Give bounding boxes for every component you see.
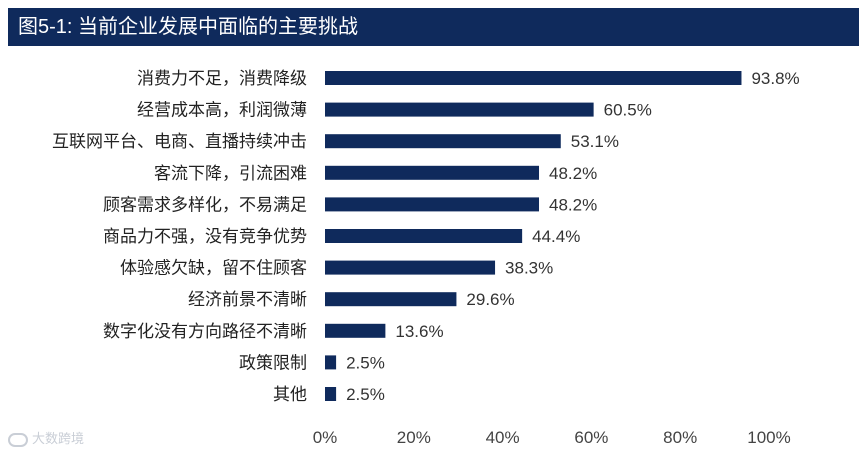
category-label: 数字化没有方向路径不清晰 bbox=[103, 322, 307, 341]
bar bbox=[325, 102, 594, 117]
x-tick-label: 0% bbox=[313, 428, 338, 447]
bar bbox=[325, 165, 540, 180]
x-tick-label: 60% bbox=[574, 428, 608, 447]
bar bbox=[325, 134, 561, 149]
category-label: 经济前景不清晰 bbox=[188, 290, 307, 309]
bar bbox=[325, 229, 523, 243]
value-label: 48.2% bbox=[549, 164, 597, 183]
category-label: 政策限制 bbox=[239, 353, 307, 372]
category-label: 互联网平台、电商、直播持续冲击 bbox=[52, 132, 307, 151]
watermark-text: 大数跨境 bbox=[32, 431, 85, 446]
value-label: 13.6% bbox=[395, 322, 443, 341]
bar bbox=[325, 323, 386, 338]
value-label: 48.2% bbox=[549, 195, 597, 214]
value-label: 53.1% bbox=[571, 132, 619, 151]
category-label: 体验感欠缺，留不住顾客 bbox=[120, 259, 307, 278]
category-label: 商品力不强，没有竞争优势 bbox=[103, 227, 307, 246]
value-label: 44.4% bbox=[532, 227, 580, 246]
bar bbox=[325, 260, 496, 275]
x-tick-label: 20% bbox=[397, 428, 431, 447]
bar bbox=[325, 355, 337, 370]
bar bbox=[325, 71, 742, 85]
x-tick-label: 100% bbox=[747, 428, 790, 447]
bar bbox=[325, 387, 337, 401]
watermark: 大数跨境 bbox=[8, 428, 84, 447]
value-label: 38.3% bbox=[505, 259, 553, 278]
category-label: 消费力不足，消费降级 bbox=[137, 69, 307, 88]
x-tick-label: 80% bbox=[663, 428, 697, 447]
value-label: 2.5% bbox=[346, 353, 385, 372]
category-label: 客流下降，引流困难 bbox=[154, 164, 307, 183]
category-label: 经营成本高，利润微薄 bbox=[137, 101, 307, 120]
value-label: 29.6% bbox=[466, 290, 514, 309]
value-label: 60.5% bbox=[604, 101, 652, 120]
watermark-logo-icon bbox=[8, 432, 28, 447]
value-label: 2.5% bbox=[346, 385, 385, 404]
value-label: 93.8% bbox=[751, 69, 799, 88]
bar bbox=[325, 292, 457, 307]
bar bbox=[325, 197, 540, 212]
title-bar: 图5-1: 当前企业发展中面临的主要挑战 bbox=[8, 8, 859, 46]
x-tick-label: 40% bbox=[486, 428, 520, 447]
category-label: 顾客需求多样化，不易满足 bbox=[103, 195, 307, 214]
category-label: 其他 bbox=[273, 385, 307, 404]
chart-title: 图5-1: 当前企业发展中面临的主要挑战 bbox=[18, 16, 359, 38]
